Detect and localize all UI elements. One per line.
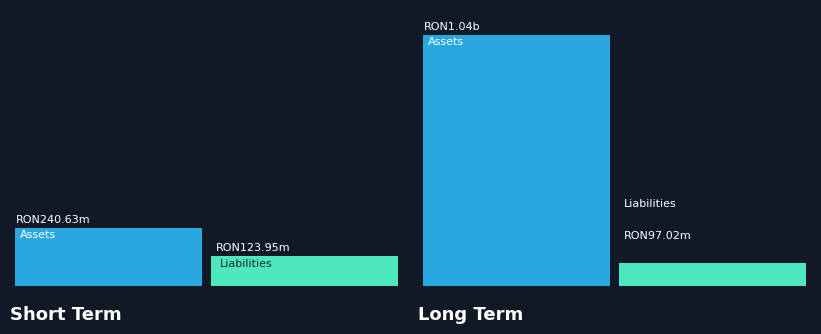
Text: RON1.04b: RON1.04b — [424, 22, 480, 32]
Text: Short Term: Short Term — [10, 306, 122, 324]
Text: Liabilities: Liabilities — [624, 199, 677, 209]
Bar — [619, 263, 806, 286]
Text: Assets: Assets — [428, 37, 464, 47]
Text: Liabilities: Liabilities — [220, 259, 273, 269]
Text: RON123.95m: RON123.95m — [216, 243, 291, 254]
Text: RON240.63m: RON240.63m — [16, 215, 90, 225]
Text: RON97.02m: RON97.02m — [624, 231, 692, 241]
Text: Long Term: Long Term — [418, 306, 523, 324]
Bar — [423, 34, 609, 286]
Bar — [15, 228, 202, 286]
Text: Assets: Assets — [20, 230, 56, 240]
Bar — [212, 256, 398, 286]
